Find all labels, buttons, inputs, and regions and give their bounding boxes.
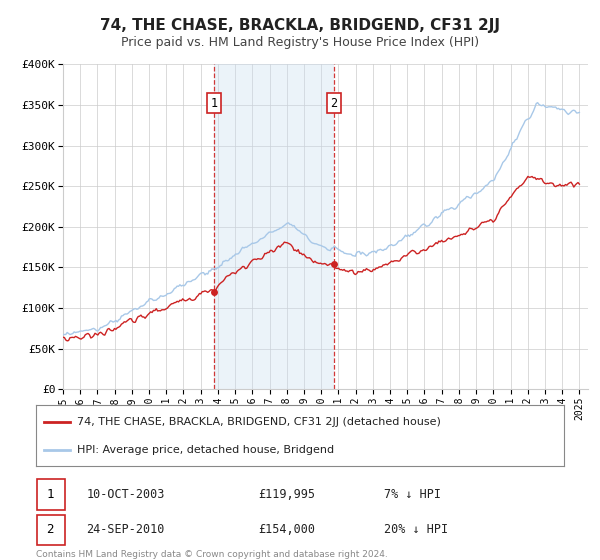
Bar: [214, 64, 334, 389]
Text: HPI: Average price, detached house, Bridgend: HPI: Average price, detached house, Brid…: [77, 445, 334, 455]
Text: 2: 2: [330, 97, 337, 110]
Text: 74, THE CHASE, BRACKLA, BRIDGEND, CF31 2JJ: 74, THE CHASE, BRACKLA, BRIDGEND, CF31 2…: [100, 18, 500, 33]
Text: 1: 1: [47, 488, 54, 501]
Text: 7% ↓ HPI: 7% ↓ HPI: [385, 488, 442, 501]
FancyBboxPatch shape: [37, 479, 65, 510]
Text: 20% ↓ HPI: 20% ↓ HPI: [385, 523, 449, 536]
FancyBboxPatch shape: [37, 515, 65, 545]
Text: Price paid vs. HM Land Registry's House Price Index (HPI): Price paid vs. HM Land Registry's House …: [121, 36, 479, 49]
Text: 2: 2: [47, 523, 54, 536]
Text: 24-SEP-2010: 24-SEP-2010: [86, 523, 164, 536]
Text: £154,000: £154,000: [258, 523, 315, 536]
Text: 1: 1: [211, 97, 218, 110]
Text: Contains HM Land Registry data © Crown copyright and database right 2024.
This d: Contains HM Land Registry data © Crown c…: [36, 550, 388, 560]
Text: 10-OCT-2003: 10-OCT-2003: [86, 488, 164, 501]
Text: 74, THE CHASE, BRACKLA, BRIDGEND, CF31 2JJ (detached house): 74, THE CHASE, BRACKLA, BRIDGEND, CF31 2…: [77, 417, 441, 427]
Text: £119,995: £119,995: [258, 488, 315, 501]
